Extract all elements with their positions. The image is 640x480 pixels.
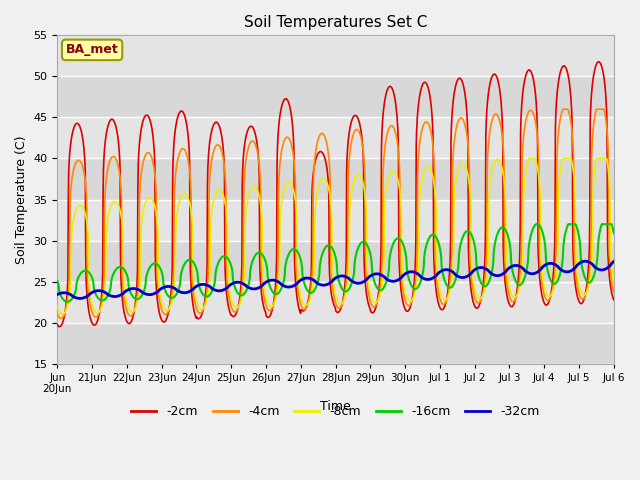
-16cm [54, 278, 61, 284]
-4cm [57, 315, 65, 321]
-8cm [141, 202, 148, 208]
-8cm [467, 209, 475, 215]
-4cm [548, 287, 556, 293]
-8cm [525, 156, 533, 161]
Line: -16cm: -16cm [58, 224, 614, 302]
-32cm [311, 278, 319, 284]
-8cm [59, 312, 67, 317]
Legend: -2cm, -4cm, -8cm, -16cm, -32cm: -2cm, -4cm, -8cm, -16cm, -32cm [126, 400, 545, 423]
-8cm [549, 288, 557, 294]
-32cm [321, 282, 329, 288]
Line: -4cm: -4cm [58, 109, 614, 318]
Y-axis label: Soil Temperature (C): Soil Temperature (C) [15, 135, 28, 264]
-4cm [311, 157, 319, 163]
-32cm [54, 292, 61, 298]
-8cm [321, 177, 329, 182]
-2cm [595, 59, 602, 65]
Bar [58, 240, 614, 282]
-8cm [610, 280, 618, 286]
-4cm [610, 289, 618, 295]
-4cm [54, 311, 61, 317]
Bar [58, 118, 614, 158]
-16cm [604, 221, 611, 227]
-32cm [610, 259, 618, 264]
-16cm [467, 231, 475, 237]
Line: -2cm: -2cm [58, 62, 614, 327]
-32cm [548, 261, 556, 266]
-2cm [311, 161, 319, 167]
-8cm [311, 219, 319, 225]
-32cm [581, 258, 589, 264]
-32cm [467, 271, 475, 276]
-16cm [64, 299, 72, 305]
-2cm [604, 158, 611, 164]
-2cm [321, 157, 329, 163]
-4cm [467, 270, 475, 276]
-2cm [610, 297, 618, 303]
-8cm [604, 158, 611, 164]
-16cm [610, 230, 618, 236]
Line: -32cm: -32cm [58, 261, 614, 299]
-8cm [54, 304, 61, 310]
-2cm [467, 287, 475, 292]
-16cm [311, 287, 319, 292]
-2cm [56, 324, 63, 330]
Title: Soil Temperatures Set C: Soil Temperatures Set C [244, 15, 428, 30]
-2cm [548, 280, 556, 286]
Line: -8cm: -8cm [58, 158, 614, 314]
Bar [58, 36, 614, 76]
-2cm [141, 114, 148, 120]
-4cm [559, 107, 567, 112]
-16cm [141, 286, 148, 291]
-32cm [141, 291, 148, 297]
-16cm [532, 221, 540, 227]
-16cm [549, 280, 557, 286]
Bar [58, 200, 614, 240]
-4cm [321, 135, 329, 141]
-4cm [141, 154, 148, 160]
-16cm [321, 245, 329, 251]
Bar [58, 76, 614, 118]
Bar [58, 282, 614, 323]
-2cm [54, 322, 61, 328]
-4cm [604, 130, 611, 135]
Text: BA_met: BA_met [66, 43, 118, 56]
X-axis label: Time: Time [320, 400, 351, 413]
Bar [58, 323, 614, 364]
-32cm [604, 265, 611, 271]
Bar [58, 158, 614, 200]
-32cm [76, 296, 84, 301]
